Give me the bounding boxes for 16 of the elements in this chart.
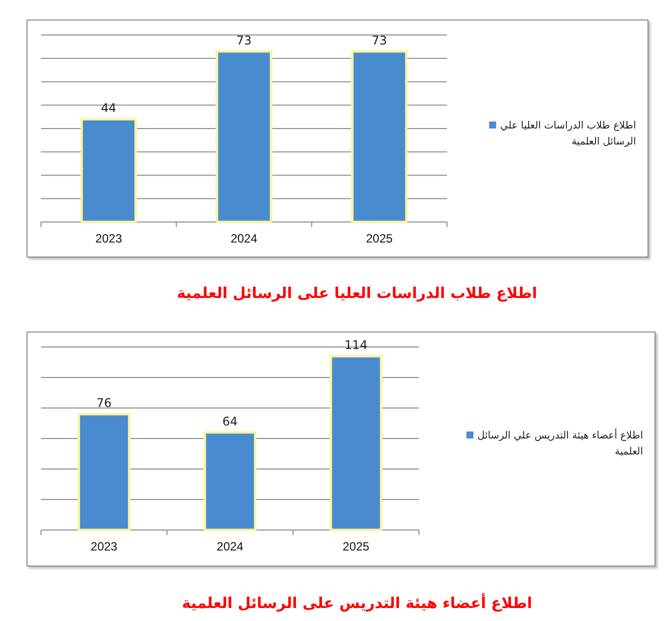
x-tick-label: 2024 <box>216 540 244 554</box>
text: اطلاع أعضاء هيئة التدريس على الرسائل العلمية <box>182 593 532 612</box>
data-label: 114 <box>344 338 368 352</box>
data-label: 73 <box>236 33 252 48</box>
data-label: 76 <box>96 396 112 410</box>
legend-label: اطلاع طلاب الدراسات العليا علي الرسائل العلمية <box>500 120 636 148</box>
data-label: 44 <box>101 101 116 116</box>
x-tick-label: 2025 <box>366 232 394 246</box>
legend-label: اطلاع أعضاء هيئة التدريس علي الرسائل العلمية <box>477 428 643 458</box>
data-label: 73 <box>372 33 387 48</box>
x-tick-label: 2024 <box>230 232 258 246</box>
text: اطلاع طلاب الدراسات العليا على الرسائل العلمية <box>176 284 538 302</box>
x-tick-label: 2025 <box>342 540 370 554</box>
x-tick-label: 2023 <box>95 232 122 246</box>
x-tick-label: 2023 <box>90 540 118 554</box>
data-label: 64 <box>222 414 238 428</box>
